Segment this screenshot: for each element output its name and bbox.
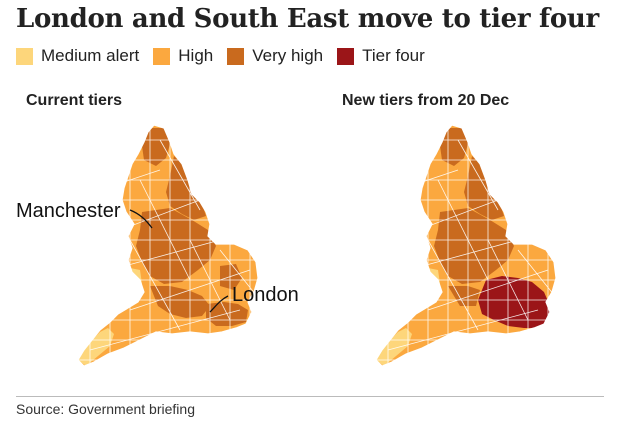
page-title: London and South East move to tier four [16, 4, 599, 34]
legend-label: Very high [252, 46, 324, 65]
region-very-high-north [142, 128, 170, 166]
callout-london: London [232, 284, 299, 306]
region-very-high-midlands [136, 208, 216, 284]
callout-manchester: Manchester [16, 200, 121, 222]
legend-item-medium-alert: Medium alert [16, 46, 139, 66]
region-medium-alert-cornwall [78, 328, 114, 366]
legend: Medium alert High Very high Tier four [16, 44, 439, 68]
legend-label: Tier four [362, 46, 425, 65]
region-tier-four-kent [544, 312, 556, 328]
map-heading-current: Current tiers [26, 92, 123, 109]
legend-label: Medium alert [41, 46, 140, 65]
footer-divider [16, 396, 604, 397]
manchester-leader-line [129, 209, 153, 229]
legend-swatch-high [153, 47, 171, 65]
region-very-high-northeast [166, 156, 206, 220]
region-tier-four [478, 276, 556, 328]
legend-label: High [178, 46, 214, 65]
map-new-tiers [375, 124, 557, 367]
region-very-high-midlands [434, 208, 514, 284]
legend-item-tier-four: Tier four [337, 46, 425, 66]
legend-swatch-medium-alert [16, 47, 33, 65]
region-medium-alert-cornwall [376, 328, 412, 366]
source-note: Source: Government briefing [16, 401, 195, 417]
legend-swatch-very-high [227, 47, 245, 65]
england-outline [77, 124, 259, 367]
region-very-high-central [150, 286, 210, 318]
legend-item-very-high: Very high [227, 46, 323, 66]
map-current-tiers [77, 124, 259, 367]
region-very-high-northeast [464, 156, 504, 220]
legend-swatch-tier-four [337, 47, 355, 65]
legend-item-high: High [153, 46, 213, 66]
map-heading-new: New tiers from 20 Dec [342, 92, 510, 109]
london-leader-line [209, 295, 229, 313]
region-very-high-north [440, 128, 468, 166]
england-outline [375, 124, 557, 367]
